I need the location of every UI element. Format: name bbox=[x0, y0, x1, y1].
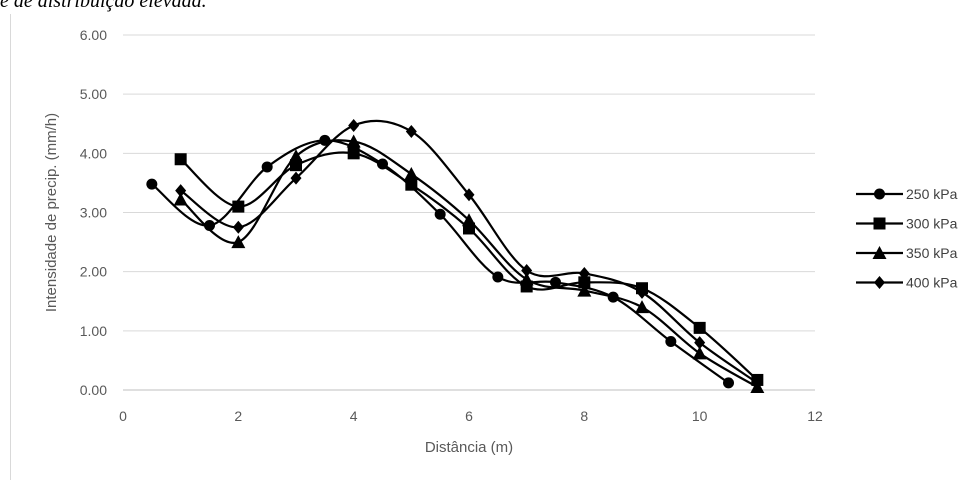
data-point bbox=[492, 271, 504, 283]
tick-labels: 0.00 1.00 2.00 3.00 4.00 5.00 6.00 0 2 4 6 8 10 12 bbox=[80, 27, 823, 424]
legend-entry: 300 kPa bbox=[856, 216, 958, 232]
x-tick-label: 4 bbox=[350, 408, 358, 424]
y-tick-label: 4.00 bbox=[80, 145, 107, 161]
series-line bbox=[179, 139, 758, 388]
y-axis-title: Intensidade de precip. (mm/h) bbox=[43, 113, 60, 312]
legend-label: 400 kPa bbox=[906, 275, 958, 291]
legend-marker bbox=[874, 188, 885, 200]
series-square bbox=[174, 147, 764, 386]
data-point bbox=[405, 178, 418, 191]
data-point bbox=[404, 167, 419, 181]
caption-fragment: e de distribuição elevada. bbox=[0, 0, 207, 12]
data-point bbox=[290, 171, 302, 185]
legend-entry: 350 kPa bbox=[856, 245, 958, 261]
x-axis-title: Distância (m) bbox=[425, 439, 513, 456]
y-tick-label: 3.00 bbox=[80, 205, 107, 221]
data-point bbox=[289, 149, 303, 163]
legend-label: 300 kPa bbox=[906, 216, 958, 232]
data-point bbox=[405, 124, 417, 138]
data-point bbox=[175, 184, 187, 198]
data-point bbox=[519, 272, 534, 286]
data-point bbox=[692, 346, 707, 360]
data-point bbox=[348, 119, 360, 133]
series-line bbox=[151, 139, 730, 384]
data-point bbox=[231, 235, 246, 249]
data-point bbox=[462, 213, 476, 227]
data-point bbox=[346, 134, 361, 148]
data-point bbox=[694, 336, 706, 350]
x-tick-label: 8 bbox=[580, 408, 588, 424]
data-point bbox=[173, 192, 188, 206]
legend-marker bbox=[874, 276, 885, 289]
x-tick-label: 10 bbox=[692, 408, 708, 424]
data-point bbox=[723, 377, 734, 389]
y-tick-label: 1.00 bbox=[80, 323, 107, 339]
data-point bbox=[434, 208, 446, 220]
legend-entry: 250 kPa bbox=[856, 186, 958, 202]
data-point bbox=[232, 220, 244, 234]
data-point bbox=[635, 300, 649, 314]
data-point bbox=[665, 335, 677, 347]
x-tick-label: 6 bbox=[465, 408, 473, 424]
data-point bbox=[751, 376, 763, 390]
chart-frame bbox=[10, 14, 975, 480]
legend-entry: 400 kPa bbox=[856, 275, 958, 291]
data-point bbox=[578, 276, 591, 289]
x-tick-label: 12 bbox=[807, 408, 823, 424]
data-point bbox=[347, 147, 360, 160]
x-tick-label: 0 bbox=[119, 408, 127, 424]
legend-marker bbox=[872, 246, 887, 259]
series-diamond bbox=[175, 119, 763, 390]
data-point bbox=[550, 276, 561, 288]
data-point bbox=[463, 188, 475, 202]
y-tick-label: 2.00 bbox=[80, 264, 107, 280]
data-point bbox=[578, 266, 590, 280]
series-layer bbox=[146, 119, 765, 394]
data-point bbox=[577, 283, 592, 297]
legend-label: 350 kPa bbox=[906, 245, 958, 261]
data-point bbox=[521, 263, 533, 277]
y-tick-label: 0.00 bbox=[80, 382, 107, 398]
x-tick-label: 2 bbox=[234, 408, 242, 424]
series-triangle bbox=[173, 134, 765, 394]
series-circle bbox=[146, 134, 734, 389]
legend: 250 kPa 300 kPa 350 kPa 400 kPa bbox=[856, 186, 958, 291]
data-point bbox=[693, 321, 706, 334]
legend-marker bbox=[873, 217, 886, 230]
data-point bbox=[232, 200, 245, 213]
data-point bbox=[636, 285, 648, 299]
legend-label: 250 kPa bbox=[906, 186, 958, 202]
data-point bbox=[174, 153, 187, 166]
y-tick-label: 5.00 bbox=[80, 86, 107, 102]
y-tick-label: 6.00 bbox=[80, 27, 107, 43]
gridlines bbox=[123, 34, 815, 332]
data-point bbox=[261, 161, 273, 173]
data-point bbox=[146, 178, 158, 190]
